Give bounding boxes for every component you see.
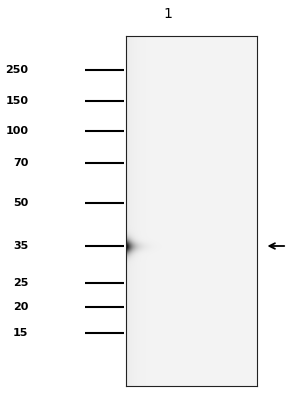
Text: 50: 50	[13, 198, 28, 208]
Text: 35: 35	[13, 241, 28, 251]
Text: 25: 25	[13, 278, 28, 288]
Text: 100: 100	[5, 126, 28, 136]
Text: 15: 15	[13, 328, 28, 338]
Text: 1: 1	[163, 7, 172, 21]
Text: 150: 150	[5, 96, 28, 106]
Text: 70: 70	[13, 158, 28, 168]
Text: 20: 20	[13, 302, 28, 312]
Text: 250: 250	[5, 65, 28, 75]
